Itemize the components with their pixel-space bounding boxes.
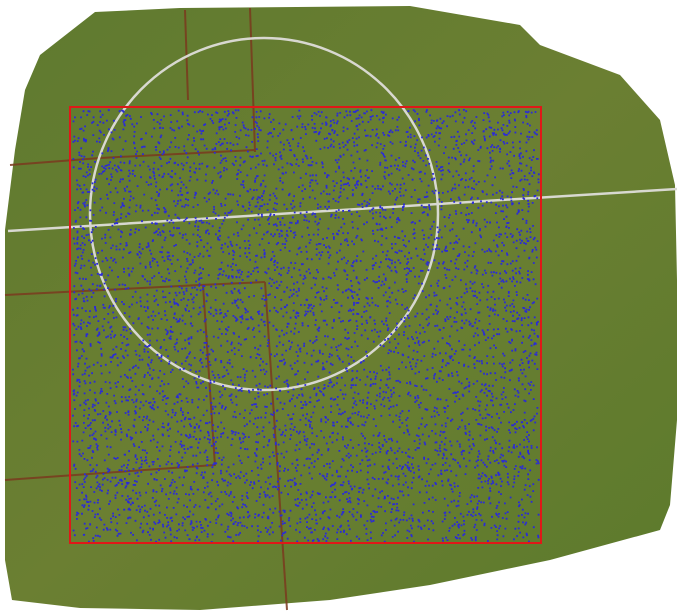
marking-line [264,281,288,611]
marking-line [4,464,216,481]
marking-line [184,9,189,101]
field [5,6,677,610]
marking-line [202,284,216,467]
selection-box [69,106,542,544]
center-circle [88,36,440,392]
sample-points [72,109,540,543]
